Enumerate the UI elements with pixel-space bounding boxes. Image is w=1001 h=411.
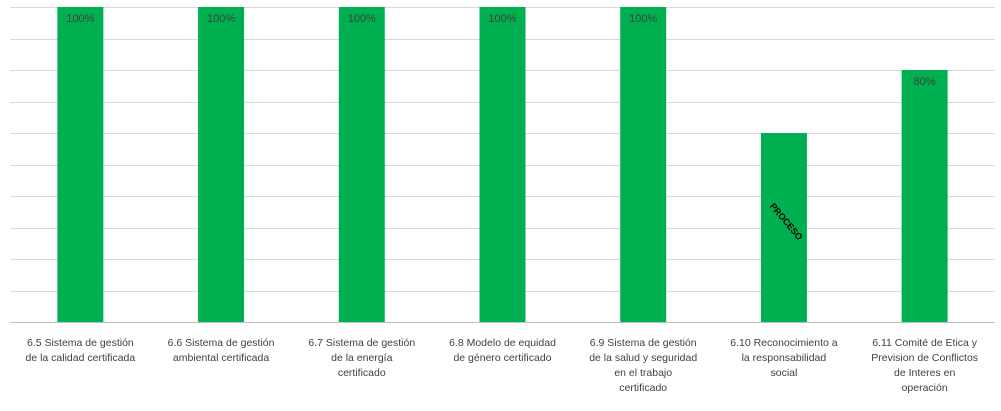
x-tick-label: 6.8 Modelo de equidad de género certifica… — [449, 337, 556, 364]
x-tick-label: 6.9 Sistema de gestión de la salud y segu… — [589, 337, 697, 394]
x-tick-label-line: de la calidad certificada — [25, 352, 135, 364]
x-tick-label-line: de género certificado — [453, 352, 551, 364]
x-tick-label-line: certificado — [338, 367, 386, 379]
x-tick-label-line: certificado — [619, 382, 667, 394]
x-tick-label-line: de la salud y seguridad — [589, 352, 697, 364]
data-label: 100% — [629, 13, 657, 25]
bar — [760, 133, 807, 322]
bar — [479, 7, 526, 322]
bar — [901, 70, 948, 322]
x-tick-label: 6.5 Sistema de gestión de la calidad cert… — [25, 337, 135, 364]
x-tick-label: 6.7 Sistema de gestión de la energía certi… — [308, 337, 415, 379]
x-tick-label-line: 6.11 Comité de Etica y — [872, 337, 978, 349]
x-tick-label-line: de la energía — [331, 352, 392, 364]
x-tick-label-line: 6.7 Sistema de gestión — [308, 337, 415, 349]
x-tick-label-line: social — [770, 367, 797, 379]
x-tick-label: 6.11 Comité de Etica y Prevision de Confl… — [871, 337, 978, 394]
x-tick-label-line: 6.9 Sistema de gestión — [590, 337, 697, 349]
bars — [57, 7, 948, 322]
x-tick-label: 6.10 Reconocimiento a la responsabilidad s… — [730, 337, 838, 379]
data-label: 100% — [348, 13, 376, 25]
bar — [57, 7, 104, 322]
bar — [338, 7, 385, 322]
x-tick-label-line: Prevision de Conflictos — [871, 352, 978, 364]
x-tick-label-line: de Interes en — [894, 367, 955, 379]
x-tick-label-line: ambiental certificada — [173, 352, 269, 364]
data-label: 80% — [914, 76, 936, 88]
bar — [198, 7, 245, 322]
x-tick-label-line: operación — [902, 382, 948, 394]
data-label: 100% — [66, 13, 94, 25]
x-axis-tick-labels: 6.5 Sistema de gestión de la calidad cert… — [25, 337, 978, 394]
x-tick-label-line: 6.8 Modelo de equidad — [449, 337, 556, 349]
bar — [620, 7, 667, 322]
x-tick-label-line: la responsabilidad — [742, 352, 827, 364]
data-label: 100% — [207, 13, 235, 25]
x-tick-label-line: 6.6 Sistema de gestión — [168, 337, 275, 349]
x-tick-label: 6.6 Sistema de gestión ambiental certific… — [168, 337, 275, 364]
x-tick-label-line: en el trabajo — [614, 367, 672, 379]
data-label: 100% — [488, 13, 516, 25]
x-tick-label-line: 6.5 Sistema de gestión — [27, 337, 134, 349]
x-tick-label-line: 6.10 Reconocimiento a — [730, 337, 838, 349]
